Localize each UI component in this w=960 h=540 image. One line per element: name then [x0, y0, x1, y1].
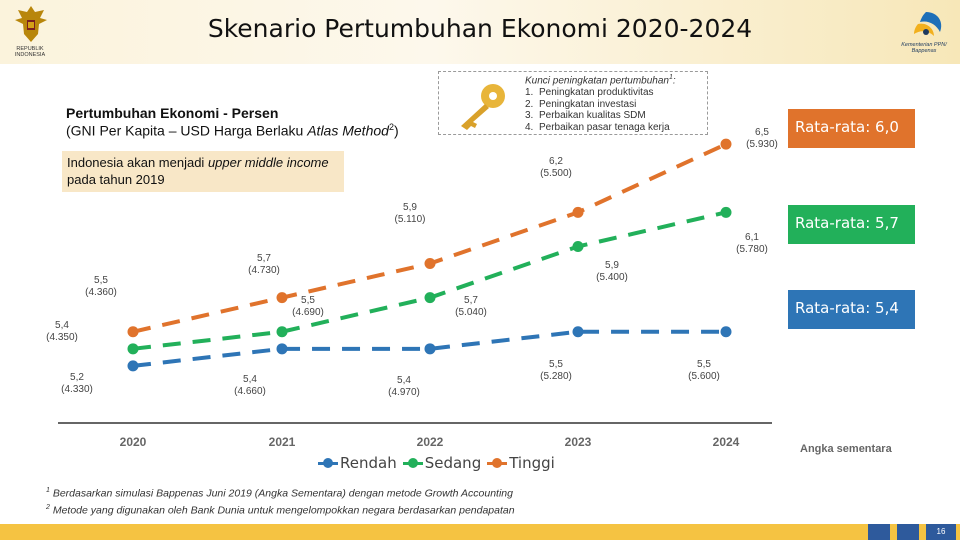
average-tinggi-box: Rata-rata: 6,0: [788, 109, 915, 148]
data-label-gni: (4.660): [234, 386, 266, 397]
data-point-sedang: [572, 240, 584, 252]
footnote-item: 1 Berdasarkan simulasi Bappenas Juni 201…: [46, 487, 513, 500]
key-drivers-list: 1. Peningkatan produktivitas 2. Peningkata…: [525, 87, 670, 133]
x-tick-label: 2021: [269, 435, 296, 449]
data-label-growth: 5,5: [301, 295, 315, 306]
data-label-growth: 5,5: [549, 359, 563, 370]
data-label-gni: (4.360): [85, 287, 117, 298]
data-point-rendah: [424, 343, 436, 355]
key-icon: [461, 84, 505, 130]
page-number: 16: [926, 524, 956, 540]
key-drivers-heading: Kunci peningkatan pertumbuhan1:: [525, 74, 676, 87]
data-point-rendah: [572, 326, 584, 338]
chart-legend: Rendah Sedang Tinggi: [318, 454, 555, 472]
data-point-sedang: [276, 326, 288, 338]
x-tick-label: 2020: [120, 435, 147, 449]
series-line-tinggi: [132, 142, 727, 334]
data-label-gni: (4.350): [46, 332, 78, 343]
garuda-emblem-icon: [15, 6, 47, 42]
data-label-growth: 5,4: [397, 375, 411, 386]
key-driver-item: 1. Peningkatan produktivitas: [525, 87, 654, 98]
data-label-gni: (5.600): [688, 371, 720, 382]
chart-subtitle: (GNI Per Kapita – USD Harga Berlaku Atla…: [66, 122, 399, 139]
key-driver-item: 4. Perbaikan pasar tenaga kerja: [525, 121, 670, 133]
data-point-rendah: [127, 360, 139, 372]
footnotes: 1 Berdasarkan simulasi Bappenas Juni 201…: [46, 484, 515, 517]
page-title: Skenario Pertumbuhan Ekonomi 2020-2024: [207, 14, 753, 43]
x-tick-label: 2022: [417, 435, 444, 449]
data-label-growth: 5,9: [403, 202, 417, 213]
data-label-gni: (5.930): [746, 139, 778, 150]
bappenas-logo-icon: [914, 12, 942, 36]
footer-square: [868, 524, 890, 540]
data-label-growth: 5,4: [243, 374, 257, 385]
data-label-growth: 5,9: [605, 260, 619, 271]
data-label-gni: (5.110): [395, 214, 426, 225]
data-label-gni: (4.330): [61, 384, 93, 395]
key-driver-item: 3. Perbaikan kualitas SDM: [525, 110, 646, 122]
income-note-box: Indonesia akan menjadi upper middle inco…: [62, 151, 344, 192]
data-label-gni: (5.780): [736, 244, 768, 255]
data-label-growth: 5,7: [257, 253, 271, 264]
data-point-tinggi: [720, 138, 732, 150]
footer-square: [897, 524, 919, 540]
data-point-sedang: [127, 343, 139, 355]
data-label-gni: (5.040): [455, 307, 487, 318]
axis-note: Angka sementara: [800, 443, 893, 455]
series-line-rendah: [132, 329, 726, 368]
data-label-gni: (5.400): [596, 272, 628, 283]
data-label-gni: (5.280): [540, 371, 572, 382]
data-label-growth: 5,5: [94, 275, 108, 286]
data-label-gni: (4.690): [292, 307, 324, 318]
data-point-sedang: [424, 292, 436, 304]
data-point-tinggi: [424, 258, 436, 270]
data-point-sedang: [720, 206, 732, 218]
data-label-gni: (5.500): [540, 168, 572, 179]
data-point-tinggi: [127, 326, 139, 338]
x-tick-label: 2024: [713, 435, 740, 449]
legend-item-sedang: Sedang: [402, 454, 481, 472]
chart-title: Pertumbuhan Ekonomi - Persen: [66, 105, 279, 121]
average-rendah-box: Rata-rata: 5,4: [788, 290, 915, 329]
data-label-growth: 5,7: [464, 295, 478, 306]
average-sedang-box: Rata-rata: 5,7: [788, 205, 915, 244]
footnote-item: 2 Metode yang digunakan oleh Bank Dunia …: [46, 503, 515, 517]
legend-marker-rendah: [318, 457, 338, 469]
legend-item-rendah: Rendah: [318, 454, 397, 472]
data-label-growth: 5,4: [55, 320, 69, 331]
series-line-sedang: [132, 210, 727, 351]
bottom-bar: [0, 524, 960, 540]
header-banner: [0, 0, 960, 64]
key-driver-item: 2. Peningkatan investasi: [525, 98, 637, 110]
bappenas-label: Kementerian PPN/ Bappenas: [901, 42, 947, 54]
legend-marker-tinggi: [487, 457, 508, 469]
data-label-growth: 6,5: [755, 127, 769, 138]
key-drivers-box: [438, 71, 708, 135]
data-point-tinggi: [276, 292, 288, 304]
x-tick-label: 2023: [565, 435, 592, 449]
data-label-growth: 6,2: [549, 156, 563, 167]
emblem-label: REPUBLIK INDONESIA: [14, 46, 46, 58]
data-label-growth: 6,1: [745, 232, 759, 243]
data-label-gni: (4.730): [248, 265, 280, 276]
data-label-gni: (4.970): [388, 387, 420, 398]
legend-marker-sedang: [402, 457, 423, 469]
data-label-growth: 5,2: [70, 372, 84, 383]
data-label-growth: 5,5: [697, 359, 711, 370]
data-point-tinggi: [572, 206, 584, 218]
data-point-rendah: [276, 343, 288, 355]
legend-item-tinggi: Tinggi: [487, 454, 555, 472]
data-point-rendah: [720, 326, 732, 338]
